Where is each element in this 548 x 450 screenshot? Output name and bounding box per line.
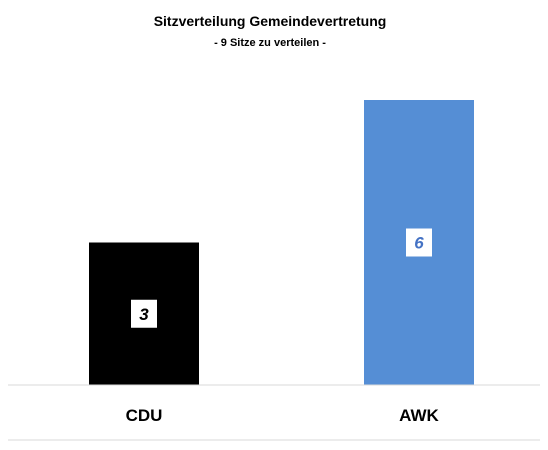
category-label-awk: AWK xyxy=(399,406,439,425)
category-labels-group: CDU AWK xyxy=(126,406,440,425)
category-label-cdu: CDU xyxy=(126,406,163,425)
data-label-box-cdu xyxy=(131,299,157,328)
data-label-awk: 6 xyxy=(414,234,424,253)
data-label-cdu: 3 xyxy=(139,305,149,324)
bars-group: 36 xyxy=(89,100,474,385)
chart-subtitle: - 9 Sitze zu verteilen - xyxy=(214,37,326,49)
chart-title: Sitzverteilung Gemeindevertretung xyxy=(154,13,387,29)
data-label-box-awk xyxy=(406,228,432,257)
